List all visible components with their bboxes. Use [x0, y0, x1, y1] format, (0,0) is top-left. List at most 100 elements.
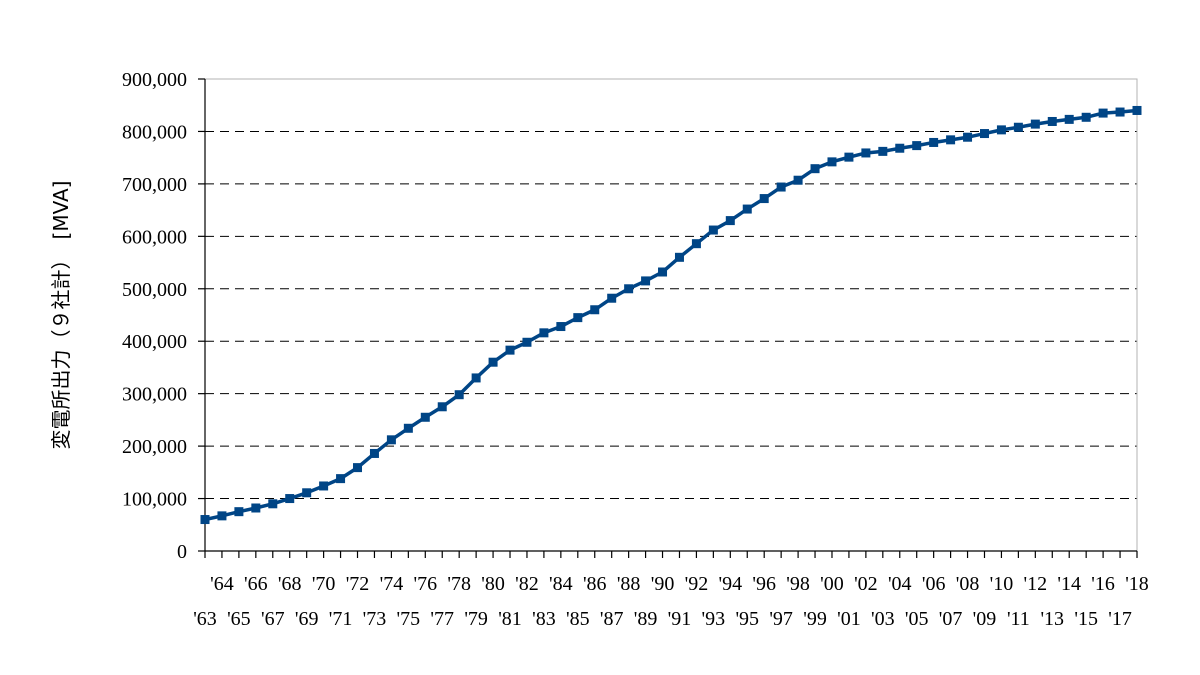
x-tick-label: '93	[702, 608, 726, 630]
x-tick-label: '92	[685, 573, 709, 595]
x-tick-label: '15	[1074, 608, 1098, 630]
data-point	[386, 435, 396, 445]
data-point	[929, 137, 939, 147]
data-point	[1081, 112, 1091, 122]
series-line	[204, 108, 1138, 522]
data-point	[1115, 107, 1125, 117]
data-point	[641, 276, 651, 286]
data-point	[607, 293, 617, 303]
x-tick-label: '16	[1091, 573, 1115, 595]
y-tick-label: 900,000	[122, 69, 187, 91]
data-point	[996, 125, 1006, 135]
x-tick-label: '67	[261, 608, 285, 630]
data-point	[1047, 116, 1057, 126]
x-tick-label: '99	[803, 608, 827, 630]
x-tick-label: '95	[735, 608, 759, 630]
data-point	[946, 135, 956, 145]
x-tick-label: '73	[363, 608, 387, 630]
x-tick-label: '13	[1040, 608, 1064, 630]
x-tick-label: '83	[532, 608, 556, 630]
x-tick-label: '11	[1007, 608, 1030, 630]
x-tick-label: '97	[769, 608, 793, 630]
x-tick-labels: '63 '64 '65 '66 '67 '68 '69 '70 '71 '72 '73 '74 '75 '…	[193, 573, 1149, 630]
data-point	[759, 194, 769, 204]
data-point	[539, 328, 549, 338]
data-point	[691, 239, 701, 249]
x-tick-label: '04	[888, 573, 912, 595]
data-point	[776, 182, 786, 192]
x-tick-label: '81	[498, 608, 522, 630]
x-tick-label: '06	[922, 573, 946, 595]
y-axis-label: 変電所出力（９社計） [MVA]	[49, 181, 73, 450]
x-tick-label: '63	[193, 608, 217, 630]
data-point	[1030, 119, 1040, 129]
gridlines	[205, 130, 1137, 500]
data-point	[742, 204, 752, 214]
x-tick-label: '75	[397, 608, 421, 630]
data-point	[810, 164, 820, 174]
x-tick-label: '00	[820, 573, 844, 595]
x-tick-label: '64	[210, 573, 234, 595]
x-tick-label: '09	[973, 608, 997, 630]
data-point	[454, 390, 464, 400]
x-tick-label: '08	[956, 573, 980, 595]
y-tick-labels: 0 100,000 200,000 300,000 400,000 500,000 600,…	[122, 69, 187, 563]
data-point	[1098, 108, 1108, 118]
y-tick-label: 500,000	[122, 279, 187, 301]
x-tick-label: '90	[651, 573, 675, 595]
x-tick-label: '07	[939, 608, 963, 630]
x-tick-label: '66	[244, 573, 268, 595]
x-tick-label: '94	[719, 573, 743, 595]
x-tick-label: '74	[380, 573, 404, 595]
data-point	[319, 481, 329, 491]
x-tick-label: '01	[837, 608, 861, 630]
data-point	[708, 225, 718, 235]
x-tick-label: '72	[346, 573, 370, 595]
x-tick-label: '91	[668, 608, 692, 630]
y-tick-label: 200,000	[122, 436, 187, 458]
data-point	[573, 313, 583, 323]
data-point	[979, 129, 989, 139]
data-point	[556, 322, 566, 332]
data-point	[963, 132, 973, 142]
x-tick-label: '71	[329, 608, 353, 630]
x-tick-label: '02	[854, 573, 878, 595]
data-point	[590, 305, 600, 315]
y-tick-label: 400,000	[122, 331, 187, 353]
x-tick-label: '80	[481, 573, 505, 595]
data-point	[912, 141, 922, 151]
x-tick-label: '17	[1108, 608, 1132, 630]
y-tick-label: 0	[177, 541, 187, 563]
data-point	[285, 494, 295, 504]
x-tick-label: '12	[1024, 573, 1048, 595]
y-tick-label: 300,000	[122, 384, 187, 406]
data-point	[336, 474, 346, 484]
x-tick-label: '82	[515, 573, 539, 595]
x-tick-label: '87	[600, 608, 624, 630]
data-point	[725, 216, 735, 226]
data-point	[1064, 114, 1074, 124]
x-tick-label: '98	[786, 573, 810, 595]
data-point	[674, 252, 684, 262]
data-point	[420, 412, 430, 422]
data-point	[488, 357, 498, 367]
x-tick-label: '10	[990, 573, 1014, 595]
y-tick-label: 100,000	[122, 489, 187, 511]
data-point	[369, 448, 379, 458]
data-point	[827, 157, 837, 167]
data-point	[234, 507, 244, 517]
x-tick-label: '14	[1057, 573, 1081, 595]
data-point	[302, 488, 312, 498]
y-tick-label: 800,000	[122, 121, 187, 143]
data-point	[1132, 105, 1142, 115]
x-tick-label: '86	[583, 573, 607, 595]
x-tick-label: '76	[413, 573, 437, 595]
x-tick-label: '05	[905, 608, 929, 630]
axes	[198, 78, 1138, 558]
x-tick-label: '70	[312, 573, 336, 595]
x-tick-label: '03	[871, 608, 895, 630]
data-point	[437, 402, 447, 412]
y-tick-label: 600,000	[122, 226, 187, 248]
x-tick-label: '18	[1125, 573, 1149, 595]
